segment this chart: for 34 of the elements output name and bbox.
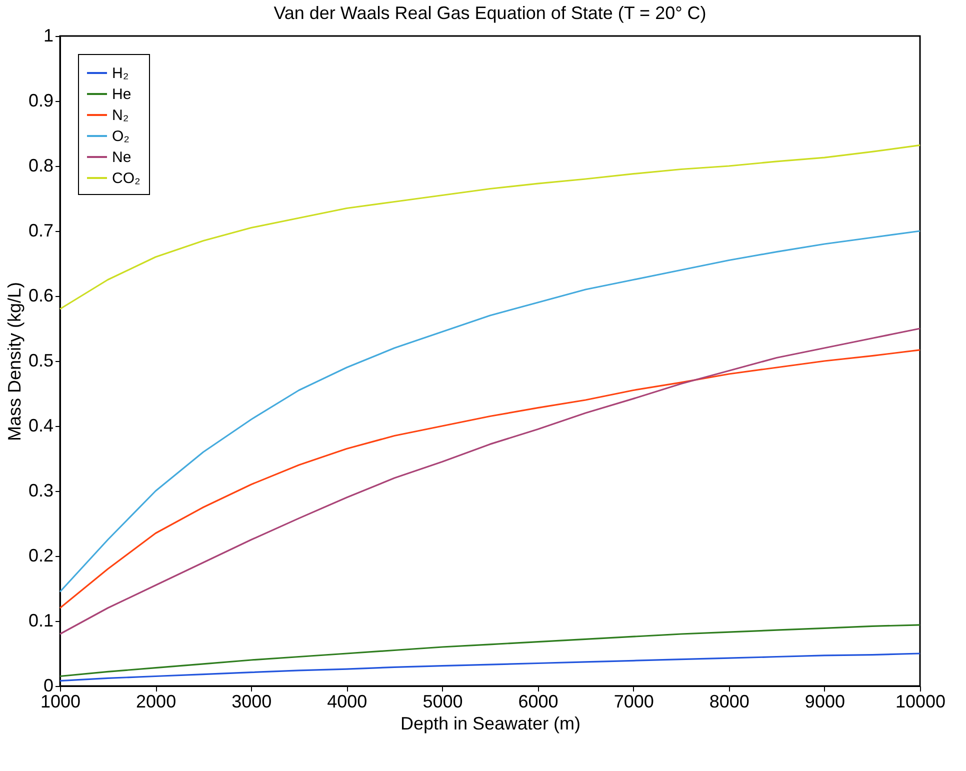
- x-tick-label: 9000: [804, 692, 845, 712]
- chart-title: Van der Waals Real Gas Equation of State (T = 20° C): [274, 3, 706, 23]
- legend-label: O₂: [112, 128, 130, 145]
- x-tick-label: 10000: [895, 692, 946, 712]
- x-tick-label: 5000: [422, 692, 463, 712]
- line-series: [59, 652, 921, 682]
- y-tick-label: 0.9: [28, 90, 54, 110]
- legend-label: He: [112, 86, 132, 103]
- line-series: [59, 349, 921, 609]
- line-series: [59, 328, 921, 635]
- x-tick-label: 4000: [327, 692, 368, 712]
- x-tick-label: 3000: [232, 692, 272, 712]
- line-series: [59, 230, 921, 593]
- y-tick-label: 0.4: [28, 416, 54, 436]
- legend-label: H₂: [112, 65, 129, 82]
- x-tick-label: 7000: [614, 692, 654, 712]
- x-tick-label: 8000: [709, 692, 750, 712]
- x-tick-label: 2000: [136, 692, 176, 712]
- legend-label: N₂: [112, 107, 129, 124]
- x-axis-title: Depth in Seawater (m): [400, 714, 581, 734]
- y-tick-label: 0.5: [28, 350, 54, 370]
- y-tick-label: 1: [43, 26, 54, 46]
- y-tick-label: 0.8: [28, 156, 54, 176]
- line-series: [59, 624, 921, 678]
- y-tick-label: 0.6: [28, 286, 54, 306]
- x-tick-label: 6000: [518, 692, 558, 712]
- y-tick-label: 0.7: [28, 220, 54, 240]
- y-tick-label: 0.1: [28, 610, 54, 630]
- legend-label: CO₂: [112, 170, 140, 187]
- y-tick-label: 0.2: [28, 546, 54, 566]
- y-axis-title: Mass Density (kg/L): [4, 282, 24, 442]
- y-tick-label: 0.3: [28, 480, 54, 500]
- legend-label: Ne: [112, 149, 132, 166]
- line-series: [59, 144, 921, 310]
